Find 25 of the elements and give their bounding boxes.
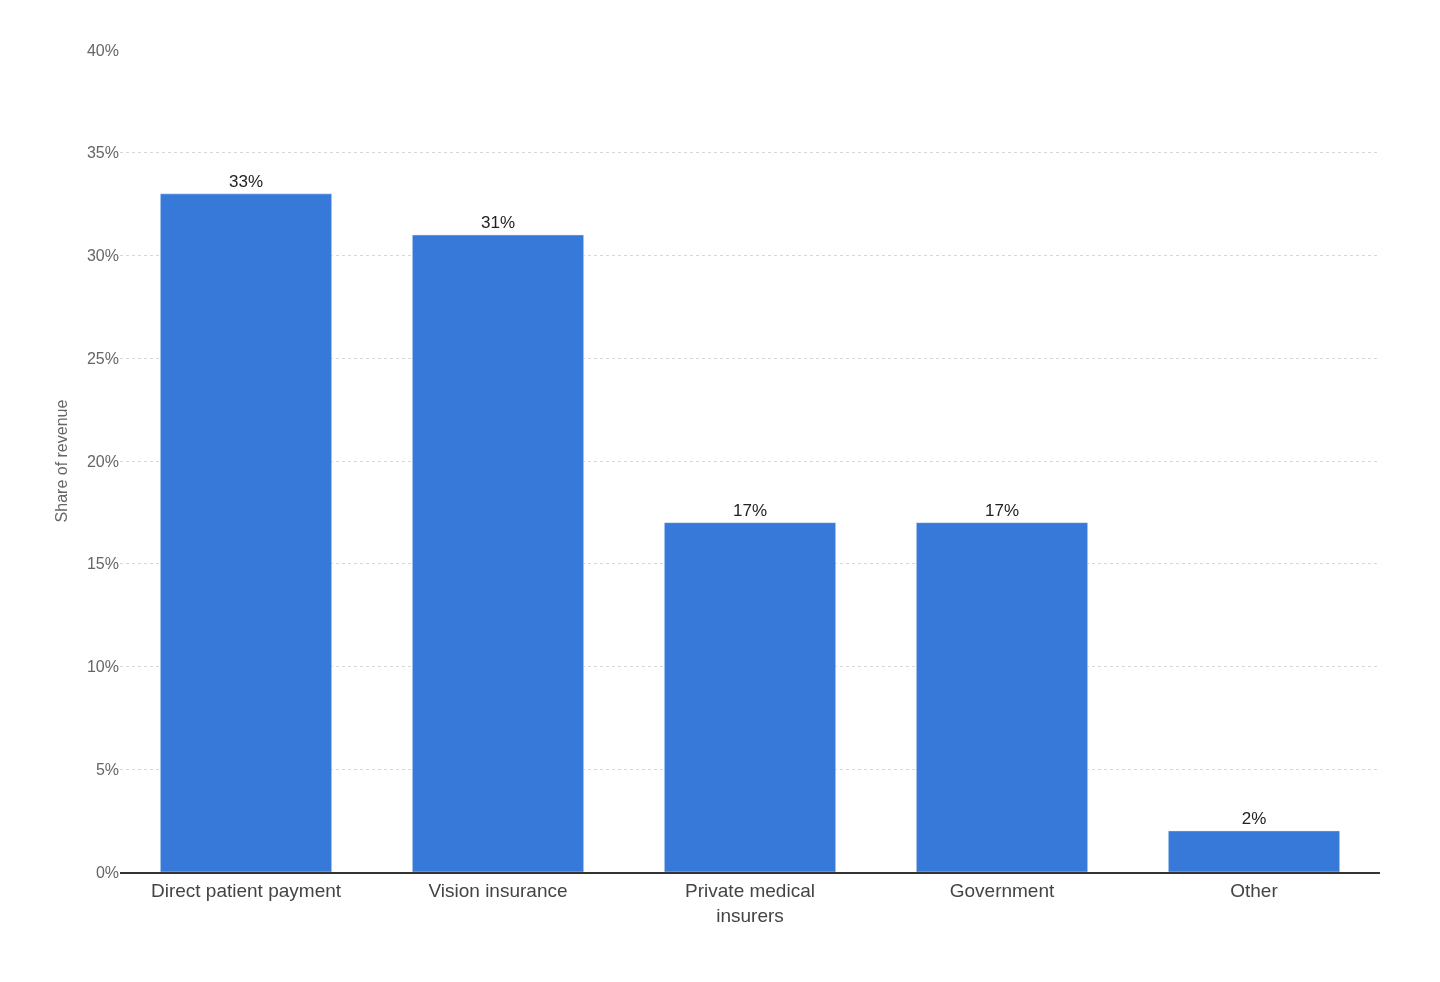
bar [412,234,584,872]
data-label: 31% [480,212,516,232]
bar [1168,830,1340,872]
x-tick-label: Government [949,879,1055,901]
y-tick-label: 0% [95,863,119,881]
y-tick-label: 40% [86,41,119,59]
x-tick-label: Other [1230,879,1279,901]
bar [916,522,1088,872]
y-axis-title: Share of revenue [52,399,70,523]
x-tick-label: Private medical insurers [685,879,815,926]
y-tick-label: 20% [86,452,119,470]
data-label: 33% [228,171,264,191]
y-tick-label: 35% [86,144,119,162]
y-tick-label: 25% [86,349,119,367]
x-tick-label: Vision insurance [428,879,568,901]
x-tick-label: Direct patient payment [150,879,342,901]
data-label: 2% [1241,808,1267,828]
bar [160,193,332,872]
bar [664,522,836,872]
data-label: 17% [732,500,768,520]
y-tick-label: 5% [95,760,119,778]
data-label: 17% [984,500,1020,520]
y-tick-label: 15% [86,555,119,573]
y-tick-label: 30% [86,247,119,265]
y-tick-label: 10% [86,658,119,676]
